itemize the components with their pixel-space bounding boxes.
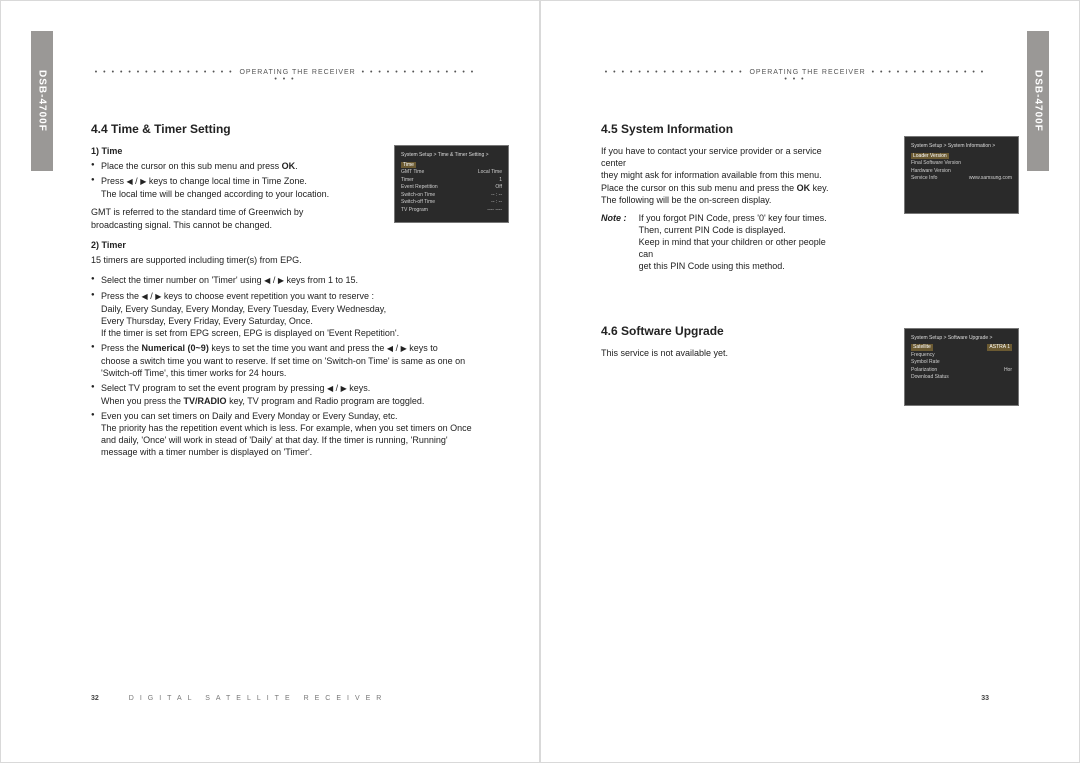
- page-number-33: 33: [981, 695, 989, 702]
- header-text: OPERATING THE RECEIVER: [239, 69, 355, 76]
- note-line: Keep in mind that your children or other…: [639, 236, 841, 260]
- page-33: DSB-4700F • • • • • • • • • • • • • • • …: [540, 0, 1080, 763]
- model-label: DSB-4700F: [37, 70, 48, 132]
- header-text: OPERATING THE RECEIVER: [749, 69, 865, 76]
- header-dots-left: • • • • • • • • • • • • • • • • •: [605, 69, 744, 76]
- screenshot-time-timer: System Setup > Time & Timer Setting > Ti…: [394, 145, 509, 223]
- bullet: Press the ◀ / ▶ keys to choose event rep…: [91, 290, 479, 339]
- s45-line: If you have to contact your service prov…: [601, 145, 841, 169]
- footer-text: DIGITAL SATELLITE RECEIVER: [129, 695, 388, 702]
- s45-line: Place the cursor on this sub menu and pr…: [601, 182, 841, 194]
- screenshot-software-upgrade: System Setup > Software Upgrade > Satell…: [904, 328, 1019, 406]
- bullet: Place the cursor on this sub menu and pr…: [91, 160, 341, 172]
- page-number-32: 32: [91, 695, 99, 702]
- note-label: Note :: [601, 213, 627, 223]
- manual-spread: DSB-4700F • • • • • • • • • • • • • • • …: [0, 0, 1080, 763]
- note-line: get this PIN Code using this method.: [639, 260, 841, 272]
- bullet: Press ◀ / ▶ keys to change local time in…: [91, 175, 341, 200]
- s45-line: The following will be the on-screen disp…: [601, 194, 841, 206]
- bullet: Even you can set timers on Daily and Eve…: [91, 410, 479, 459]
- section-46-heading: 4.6 Software Upgrade: [601, 323, 841, 339]
- footer-right: 33: [601, 695, 989, 702]
- screenshot-system-info: System Setup > System Information > Load…: [904, 136, 1019, 214]
- page-32: DSB-4700F • • • • • • • • • • • • • • • …: [0, 0, 540, 763]
- bullet: Select TV program to set the event progr…: [91, 382, 479, 407]
- model-tab-right: DSB-4700F: [1027, 31, 1049, 171]
- gmt-paragraph: GMT is referred to the standard time of …: [91, 206, 321, 230]
- s46-line: This service is not available yet.: [601, 347, 841, 359]
- sub-1-time: 1) Time: [91, 145, 341, 157]
- section-45-heading: 4.5 System Information: [601, 121, 841, 137]
- s45-line: they might ask for information available…: [601, 169, 841, 181]
- section-44-heading: 4.4 Time & Timer Setting: [91, 121, 479, 137]
- content-right: System Setup > System Information > Load…: [601, 121, 989, 359]
- bullet: Press the Numerical (0~9) keys to set th…: [91, 342, 479, 379]
- note-line: Then, current PIN Code is displayed.: [639, 224, 841, 236]
- model-label: DSB-4700F: [1033, 70, 1044, 132]
- running-header-left: • • • • • • • • • • • • • • • • • OPERAT…: [91, 69, 479, 83]
- note-line: If you forgot PIN Code, press '0' key fo…: [639, 212, 841, 224]
- footer-left: 32 DIGITAL SATELLITE RECEIVER: [91, 695, 479, 702]
- sub-2-timer: 2) Timer: [91, 239, 341, 251]
- model-tab-left: DSB-4700F: [31, 31, 53, 171]
- header-dots-left: • • • • • • • • • • • • • • • • •: [95, 69, 234, 76]
- timer-intro: 15 timers are supported including timer(…: [91, 254, 341, 266]
- running-header-right: • • • • • • • • • • • • • • • • • OPERAT…: [601, 69, 989, 83]
- bullet: Select the timer number on 'Timer' using…: [91, 274, 479, 287]
- content-left: 4.4 Time & Timer Setting System Setup > …: [91, 121, 479, 465]
